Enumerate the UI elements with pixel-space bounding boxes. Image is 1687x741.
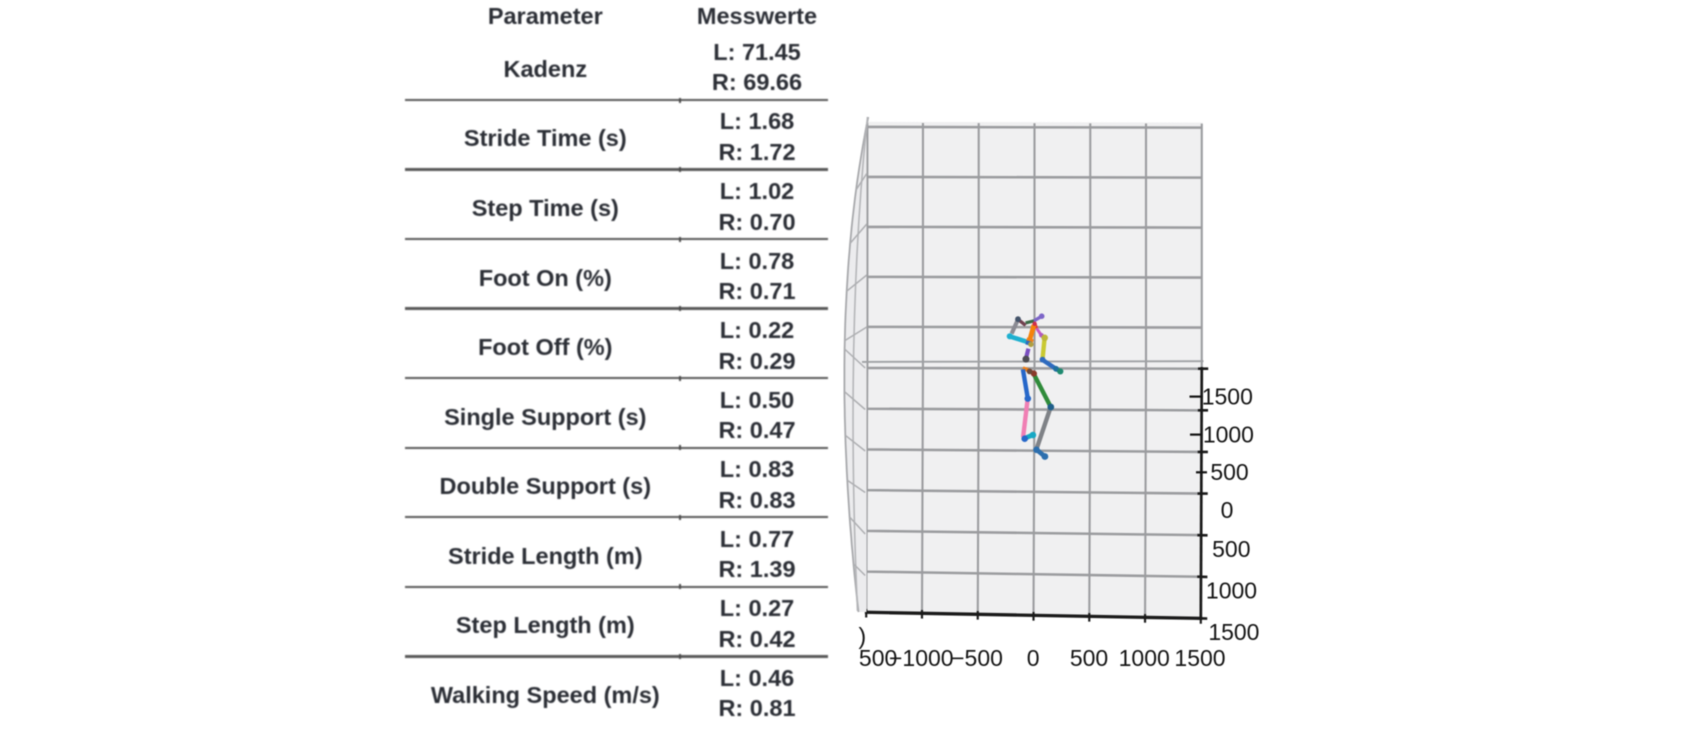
svg-text:1000: 1000 <box>1119 645 1170 671</box>
svg-text:1500: 1500 <box>1208 619 1259 645</box>
svg-text:): ) <box>859 623 867 649</box>
svg-text:1500: 1500 <box>1174 645 1225 671</box>
svg-text:500: 500 <box>1212 536 1250 562</box>
svg-text:1000: 1000 <box>1203 422 1254 448</box>
svg-text:0: 0 <box>1027 645 1040 671</box>
svg-text:500: 500 <box>1210 459 1248 485</box>
svg-text:1000: 1000 <box>1206 578 1257 604</box>
svg-text:500: 500 <box>859 645 897 671</box>
svg-text:−500: −500 <box>951 645 1003 671</box>
svg-text:0: 0 <box>1221 497 1234 523</box>
svg-text:1500: 1500 <box>1202 384 1253 410</box>
svg-text:500: 500 <box>1070 645 1108 671</box>
svg-text:−1000: −1000 <box>889 645 954 671</box>
